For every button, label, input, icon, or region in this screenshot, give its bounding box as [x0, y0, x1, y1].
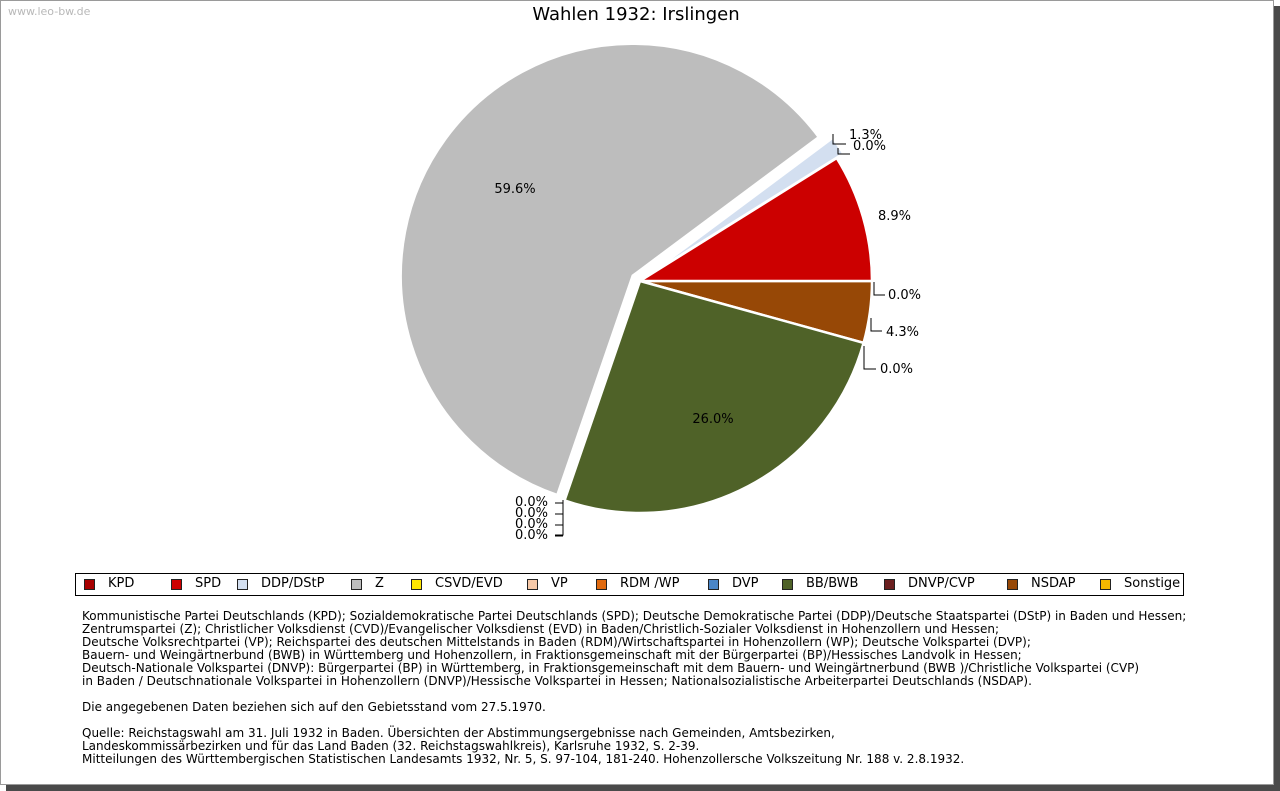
frame-shadow-right: [1274, 6, 1280, 791]
legend-label: Sonstige: [1124, 576, 1181, 591]
party-note-line: Kommunistische Partei Deutschlands (KPD)…: [82, 609, 1187, 623]
pie-slice-bb-bwb: [562, 279, 866, 515]
territory-note: Die angegebenen Daten beziehen sich auf …: [82, 700, 546, 714]
slice-label-bb-bwb: 26.0%: [692, 412, 733, 427]
legend: KPD SPD DDP/DStP Z CSVD/EVD VP RDM /WP DVP BB/BW…: [75, 573, 1184, 596]
leader-dnvp: [873, 282, 885, 296]
legend-swatch: [351, 579, 362, 590]
slice-label-sonstige: 0.0%: [880, 362, 913, 377]
legend-swatch: [527, 579, 538, 590]
leader-nsdap: [870, 318, 882, 332]
legend-label: DNVP/CVP: [908, 576, 975, 591]
pie-slice-z: [399, 42, 821, 497]
source-note-line: Landeskommissärbezirken und für das Land…: [82, 739, 700, 753]
legend-label: CSVD/EVD: [435, 576, 503, 591]
legend-swatch: [708, 579, 719, 590]
slice-label-rdm-wp: 0.0%: [515, 506, 548, 521]
legend-swatch: [237, 579, 248, 590]
legend-swatch: [1007, 579, 1018, 590]
slice-label-nsdap: 4.3%: [886, 325, 919, 340]
source-notes: Quelle: Reichstagswahl am 31. Juli 1932 …: [82, 727, 1232, 766]
slice-label-vp: 0.0%: [515, 517, 548, 532]
legend-swatch: [782, 579, 793, 590]
notes: Kommunistische Partei Deutschlands (KPD)…: [82, 610, 1232, 766]
leader-zero-group: [555, 500, 564, 536]
party-note-line: Deutsch-Nationale Volkspartei (DNVP): Bü…: [82, 661, 1140, 675]
legend-swatch: [84, 579, 95, 590]
source-note-line: Mitteilungen des Württembergischen Stati…: [82, 752, 965, 766]
legend-swatch: [596, 579, 607, 590]
source-note-line: Quelle: Reichstagswahl am 31. Juli 1932 …: [82, 726, 835, 740]
leader-ddp: [832, 134, 846, 145]
slice-label-dnvp: 0.0%: [888, 288, 921, 303]
legend-swatch: [171, 579, 182, 590]
pie-slice-spd: [635, 156, 874, 283]
slice-label-kpd: 0.0%: [853, 139, 886, 154]
frame-shadow-bottom: [6, 785, 1280, 791]
party-notes: Kommunistische Partei Deutschlands (KPD)…: [82, 610, 1232, 688]
party-note-line: Deutsche Volksrechtpartei (VP); Reichspa…: [82, 635, 1031, 649]
slice-label-dvp: 0.0%: [515, 495, 548, 510]
legend-label: VP: [551, 576, 568, 591]
party-note-line: in Baden / Deutschnationale Volkspartei …: [82, 674, 1032, 688]
slice-label-ddp: 1.3%: [849, 128, 882, 143]
legend-label: KPD: [108, 576, 135, 591]
slice-label-spd: 8.9%: [878, 209, 911, 224]
slice-label-z: 59.6%: [494, 182, 535, 197]
legend-swatch: [1100, 579, 1111, 590]
pie-chart: 59.6%26.0%8.9%1.3%0.0%0.0%4.3%0.0%0.0%0.…: [399, 42, 921, 543]
legend-swatch: [411, 579, 422, 590]
slice-label-csvd-evd: 0.0%: [515, 528, 548, 543]
chart-title: Wahlen 1932: Irslingen: [532, 4, 740, 25]
legend-label: RDM /WP: [620, 576, 680, 591]
watermark: www.leo-bw.de: [8, 5, 91, 18]
legend-swatch: [884, 579, 895, 590]
legend-label: Z: [375, 576, 384, 591]
leader-kpd: [837, 148, 850, 155]
legend-label: BB/BWB: [806, 576, 859, 591]
legend-label: NSDAP: [1031, 576, 1076, 591]
legend-label: DDP/DStP: [261, 576, 325, 591]
legend-label: SPD: [195, 576, 222, 591]
party-note-line: Bauern- und Weingärtnerbund (BWB) in Wür…: [82, 648, 1022, 662]
party-note-line: Zentrumspartei (Z); Christlicher Volksdi…: [82, 622, 1000, 636]
legend-label: DVP: [732, 576, 759, 591]
leader-sonstige: [863, 346, 876, 370]
